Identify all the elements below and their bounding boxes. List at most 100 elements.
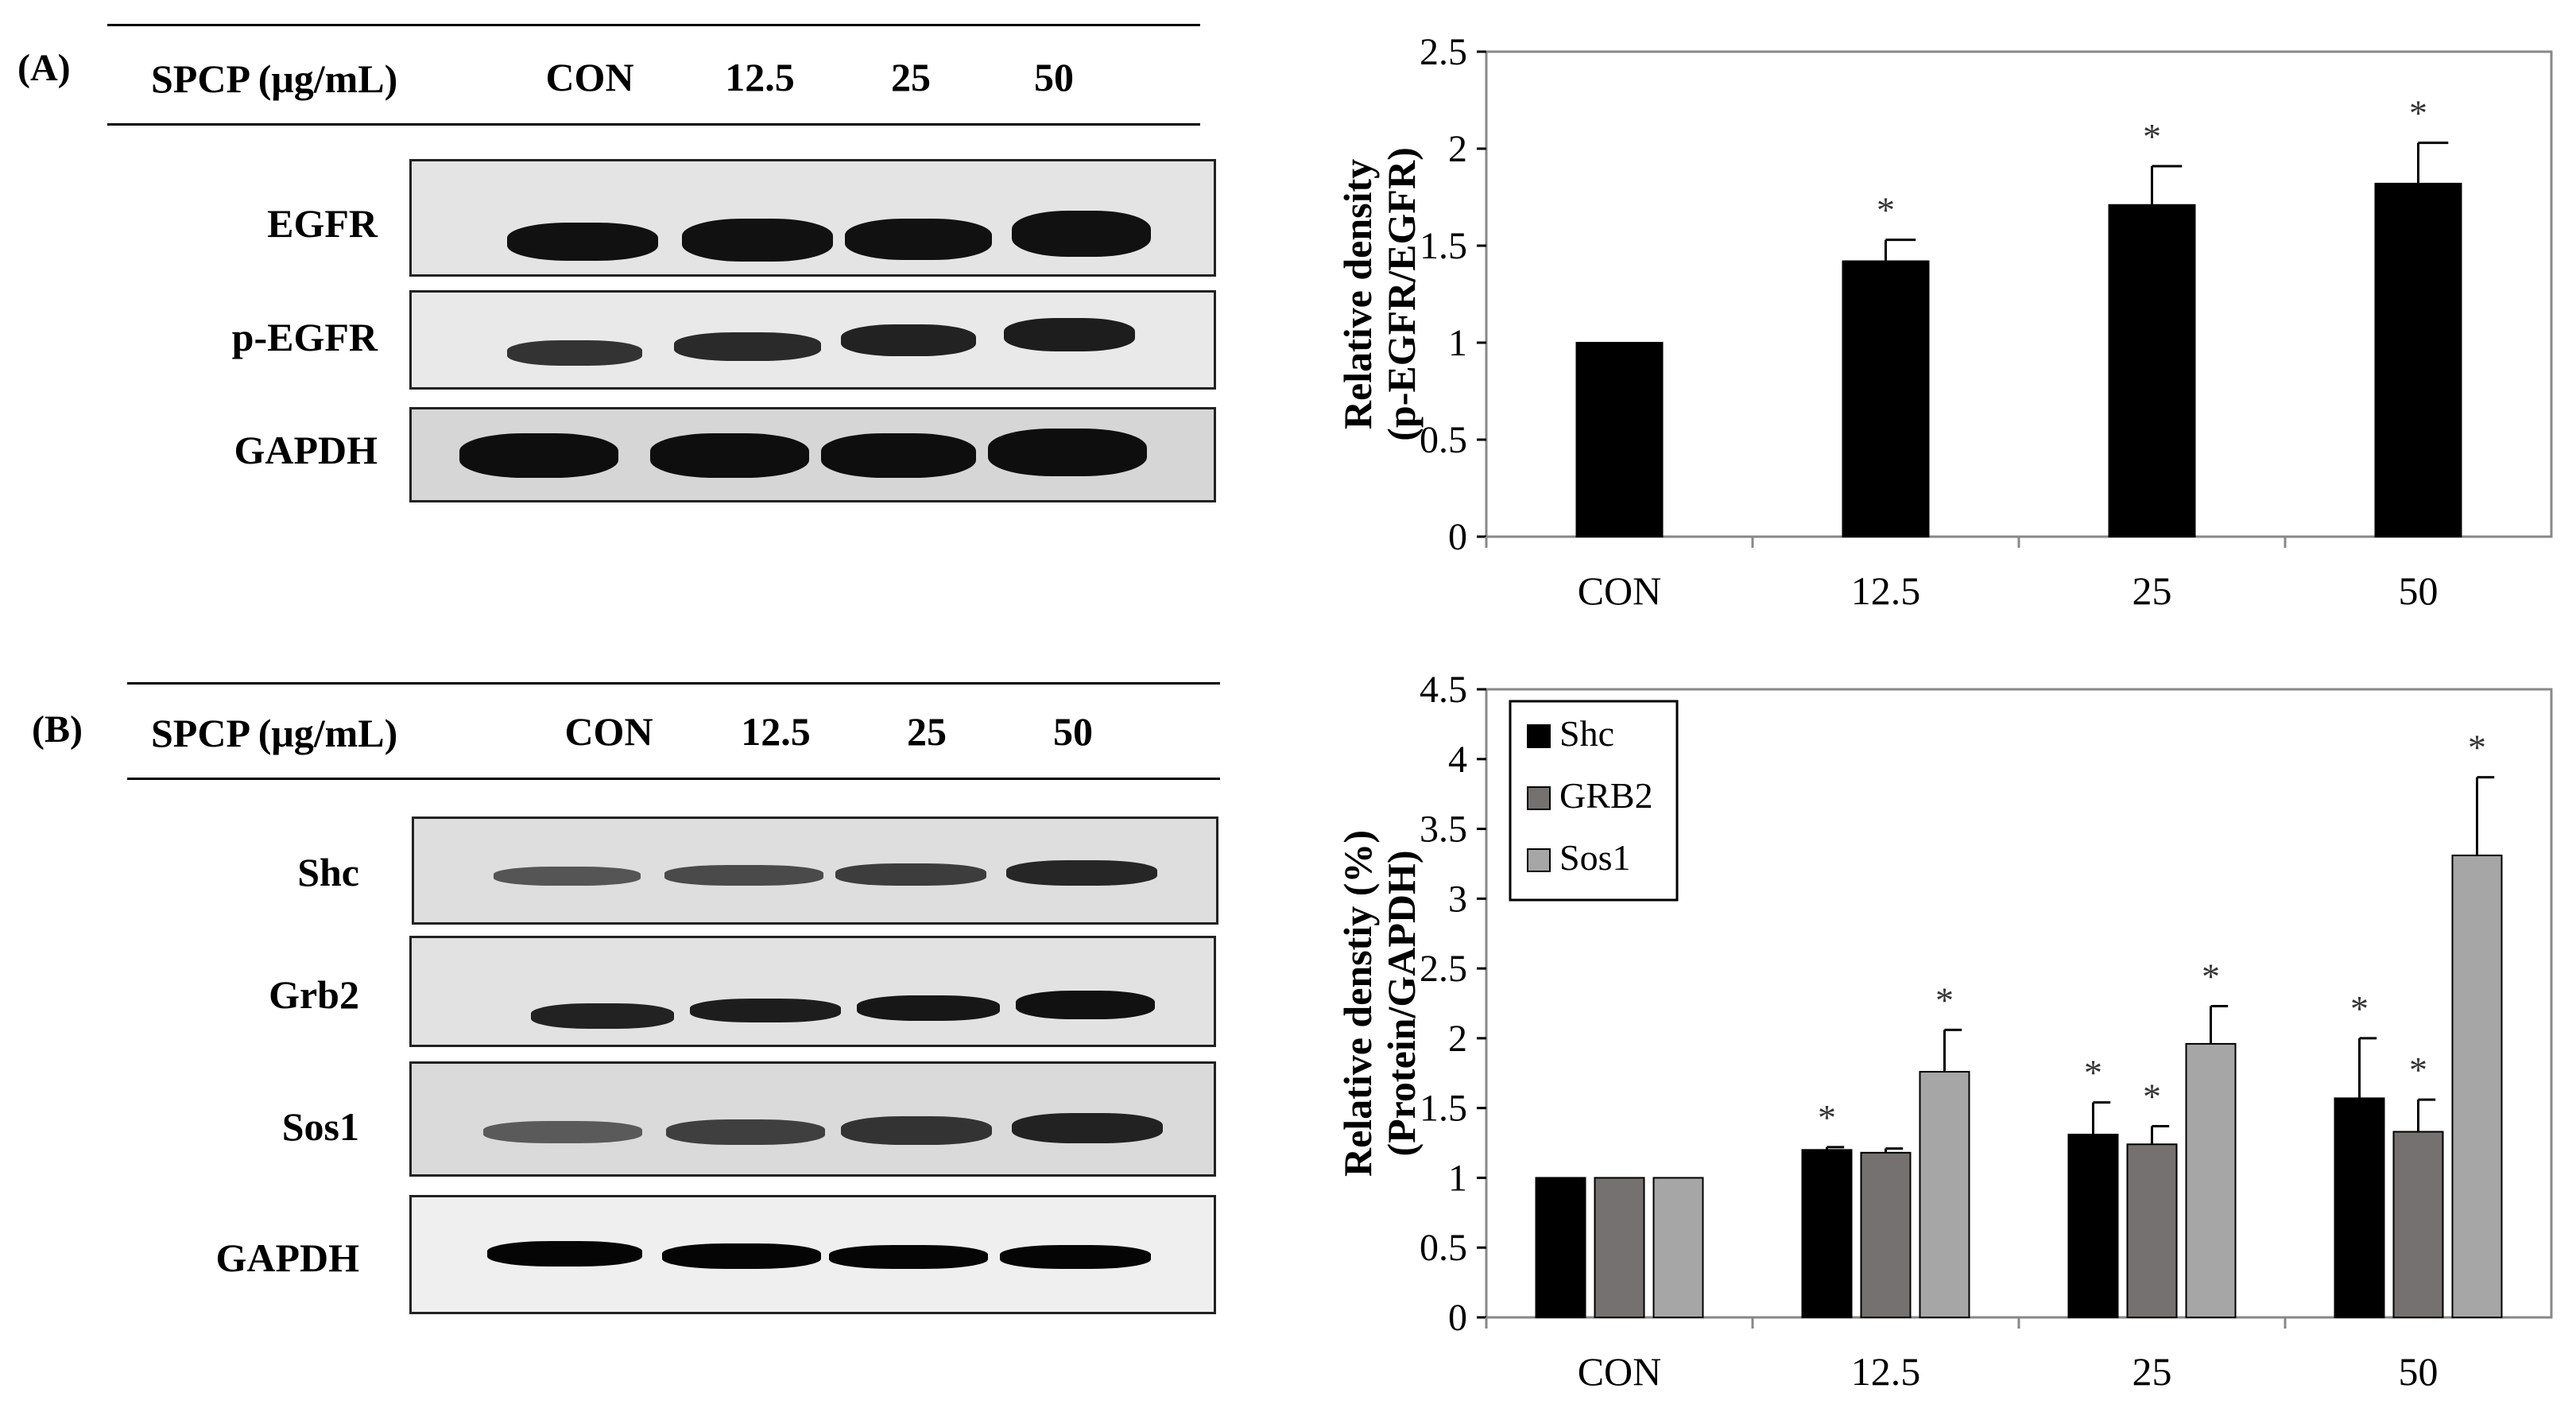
y-tick-label: 0	[1448, 516, 1467, 558]
legend-label: Sos1	[1559, 837, 1630, 878]
panel-a-lane-12-5: 12.5	[725, 55, 795, 99]
y-tick-label: 3.5	[1420, 809, 1467, 851]
band	[507, 223, 658, 261]
x-tick-label: CON	[1578, 1349, 1662, 1394]
significance-mark: *	[2084, 1053, 2102, 1093]
bar	[2108, 204, 2196, 537]
panel-a-lane-con: CON	[545, 55, 634, 99]
y-axis-label: (p-EGFR/EGFR)	[1379, 147, 1424, 440]
panel-b-lane-25: 25	[907, 709, 947, 754]
band	[1012, 211, 1151, 257]
y-tick-label: 4	[1448, 739, 1467, 781]
band	[841, 324, 976, 356]
significance-mark: *	[2143, 1076, 2161, 1116]
bar	[1842, 260, 1930, 537]
panel-b-lane-con: CON	[564, 709, 653, 754]
band	[674, 332, 821, 361]
significance-mark: *	[2409, 1049, 2427, 1090]
panel-b-header-bottom-rule	[127, 778, 1220, 780]
y-axis-label: Relative density	[1335, 159, 1380, 429]
y-tick-label: 0.5	[1420, 1227, 1467, 1269]
y-tick-label: 0	[1448, 1297, 1467, 1339]
blot-gapdh-b	[409, 1195, 1216, 1314]
bar	[1594, 1177, 1645, 1319]
band	[664, 865, 823, 886]
panel-a-header-bottom-rule	[107, 123, 1200, 126]
band	[835, 863, 986, 886]
blot-label-grb2: Grb2	[269, 972, 359, 1017]
y-tick-label: 2.5	[1420, 948, 1467, 990]
blot-gapdh-a	[409, 407, 1216, 502]
bar	[2392, 1131, 2444, 1318]
y-tick-label: 1.5	[1420, 1088, 1467, 1130]
y-tick-label: 0.5	[1420, 419, 1467, 461]
bar	[2067, 1134, 2119, 1318]
legend-label: Shc	[1559, 713, 1614, 754]
significance-mark: *	[2468, 727, 2486, 768]
y-tick-label: 4.5	[1420, 669, 1467, 711]
significance-mark: *	[2350, 988, 2369, 1029]
bar	[2451, 854, 2503, 1318]
x-tick-label: CON	[1578, 568, 1662, 613]
blot-p-egfr	[409, 290, 1216, 390]
panel-b-lane-12-5: 12.5	[741, 709, 811, 754]
significance-mark: *	[1877, 190, 1895, 231]
bar	[1801, 1149, 1853, 1318]
blot-label-sos1: Sos1	[281, 1104, 359, 1149]
band	[1016, 991, 1155, 1019]
chart-b-protein-gapdh: 0 0.5 1 1.5 2 2.5 3 3.5 4 4.5 Relative denstiy (%)…	[1335, 669, 2553, 1394]
blot-egfr	[409, 159, 1216, 277]
blot-label-gapdh-a: GAPDH	[234, 428, 378, 472]
band	[487, 1241, 642, 1267]
band	[845, 219, 992, 260]
blot-label-gapdh-b: GAPDH	[215, 1236, 359, 1280]
bar	[1860, 1151, 1912, 1318]
y-tick-label: 1	[1448, 1157, 1467, 1199]
x-tick-label: 25	[2132, 568, 2172, 613]
band	[682, 219, 833, 262]
band	[988, 429, 1147, 476]
significance-mark: *	[2202, 956, 2220, 997]
significance-mark: *	[1935, 979, 1954, 1020]
band	[1000, 1245, 1151, 1269]
band	[483, 1121, 642, 1143]
blot-sos1	[409, 1061, 1216, 1177]
x-tick-label: 50	[2399, 1349, 2438, 1394]
y-tick-label: 2	[1448, 128, 1467, 170]
significance-mark: *	[1818, 1097, 1836, 1138]
bar	[2185, 1042, 2237, 1318]
band	[829, 1245, 988, 1269]
x-tick-label: 50	[2399, 568, 2438, 613]
panel-b-header-top-rule	[127, 682, 1220, 685]
bar	[2334, 1097, 2385, 1319]
bar	[1575, 342, 1664, 537]
y-axis-label: (Protein/GAPDH)	[1379, 850, 1424, 1156]
blot-label-egfr: EGFR	[267, 201, 378, 246]
band	[821, 433, 976, 478]
x-tick-label: 25	[2132, 1349, 2172, 1394]
blot-grb2	[409, 936, 1216, 1047]
band	[841, 1116, 992, 1145]
panel-a-lane-50: 50	[1034, 55, 1074, 99]
legend-swatch	[1527, 786, 1551, 810]
panel-a-label: (A)	[17, 47, 71, 89]
significance-mark: *	[2409, 93, 2427, 134]
band	[459, 433, 618, 478]
chart-a-pegfr-egfr: 0 0.5 1 1.5 2 2.5 Relative density (p-EGFR/EGFR…	[1335, 31, 2553, 613]
legend-label: GRB2	[1559, 775, 1653, 816]
band	[531, 1003, 674, 1029]
blot-label-shc: Shc	[297, 850, 359, 894]
panel-b-treatment-label: SPCP (μg/mL)	[151, 711, 398, 755]
band	[1012, 1113, 1163, 1143]
band	[666, 1119, 825, 1145]
bar	[1535, 1177, 1586, 1319]
x-tick-label: 12.5	[1851, 1349, 1921, 1394]
blot-shc	[412, 817, 1218, 925]
band	[1006, 860, 1157, 886]
y-axis-label: Relative denstiy (%)	[1335, 830, 1380, 1177]
y-tick-label: 3	[1448, 878, 1467, 920]
band	[857, 995, 1000, 1021]
band	[690, 999, 841, 1022]
y-tick-label: 2.5	[1420, 31, 1467, 73]
significance-mark: *	[2143, 116, 2161, 157]
